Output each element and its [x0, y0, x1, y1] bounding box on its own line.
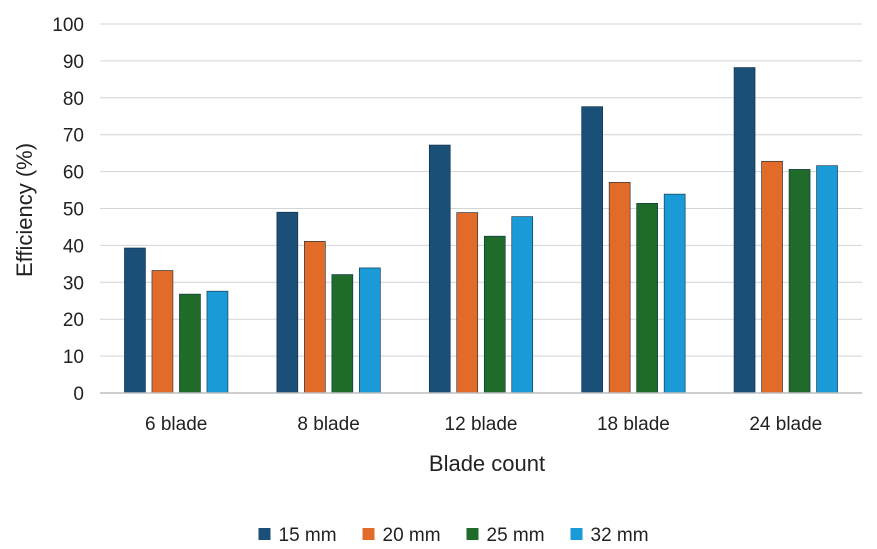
y-tick-label: 30	[63, 273, 84, 294]
y-tick-label: 10	[63, 347, 84, 368]
x-tick-label: 18 blade	[597, 414, 670, 435]
bar	[581, 106, 603, 394]
y-tick-label: 100	[52, 15, 84, 36]
legend-label: 32 mm	[591, 525, 649, 546]
bar	[206, 290, 229, 394]
legend: 15 mm 20 mm 25 mm 32 mm	[258, 525, 649, 546]
bar	[733, 67, 756, 394]
bar	[359, 267, 381, 394]
legend-label: 25 mm	[487, 525, 545, 546]
bar	[456, 212, 479, 394]
x-axis-ticks: 6 blade 8 blade 12 blade 18 blade 24 blade	[145, 414, 822, 435]
legend-label: 20 mm	[383, 525, 441, 546]
y-tick-label: 80	[63, 89, 84, 110]
y-tick-label: 20	[63, 310, 84, 331]
y-tick-label: 50	[63, 200, 84, 221]
y-tick-label: 90	[63, 52, 84, 73]
legend-label: 15 mm	[279, 525, 337, 546]
legend-swatch	[362, 528, 375, 540]
bar	[511, 216, 534, 394]
y-tick-label: 60	[63, 163, 84, 184]
y-tick-label: 40	[63, 236, 84, 257]
y-tick-label: 70	[63, 126, 84, 147]
bar	[331, 274, 354, 394]
x-tick-label: 12 blade	[445, 414, 518, 435]
x-axis-title: Blade count	[429, 451, 545, 476]
bar	[151, 270, 174, 394]
bar	[608, 182, 631, 394]
bar	[816, 165, 838, 394]
bar	[483, 235, 506, 394]
y-axis-title: Efficiency (%)	[12, 143, 37, 277]
bar	[761, 160, 783, 394]
bars	[124, 67, 838, 394]
x-tick-label: 6 blade	[145, 414, 207, 435]
legend-swatch	[258, 528, 271, 540]
y-axis-ticks: 0 10 20 30 40 50 60 70 80 90 100	[52, 15, 84, 405]
bar	[428, 144, 451, 394]
legend-swatch	[570, 528, 583, 540]
y-tick-label: 0	[73, 384, 84, 405]
bar	[276, 211, 299, 394]
bar	[663, 193, 686, 394]
bar	[788, 169, 811, 394]
x-tick-label: 24 blade	[749, 414, 822, 435]
bar	[124, 247, 146, 394]
bar	[179, 293, 201, 394]
bar	[636, 203, 658, 394]
bar	[304, 241, 326, 394]
legend-swatch	[466, 528, 479, 540]
x-tick-label: 8 blade	[297, 414, 359, 435]
